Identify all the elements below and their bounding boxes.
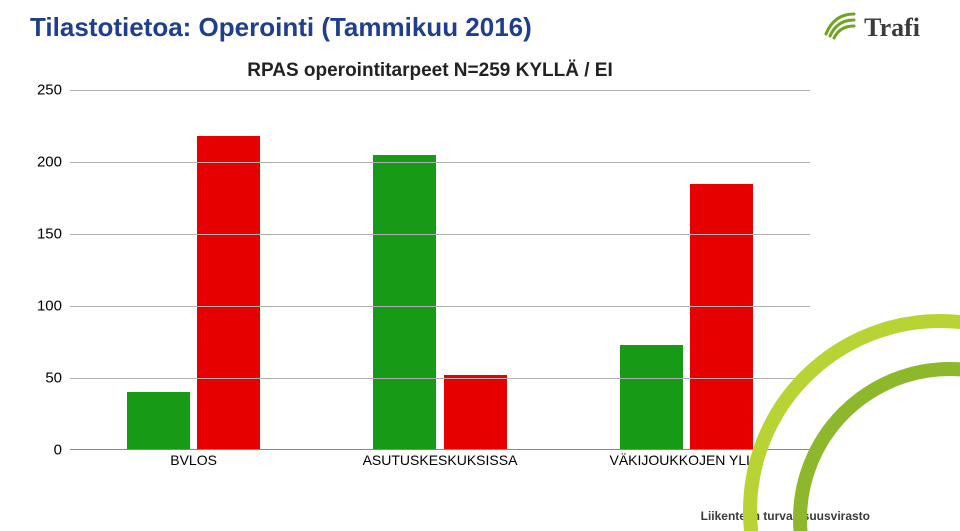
chart-x-label: BVLOS [170,452,217,468]
trafi-wave-icon [824,10,858,45]
chart-y-tick: 200 [22,154,62,171]
chart-gridline [70,378,810,379]
page-title: Tilastotietoa: Operointi (Tammikuu 2016) [30,12,532,43]
chart-y-tick: 250 [22,82,62,99]
chart-bar [127,392,190,450]
bar-chart: RPAS operointitarpeet N=259 KYLLÄ / EI 0… [30,60,830,480]
chart-x-label: VÄKIJOUKKOJEN YLLÄ [610,452,764,468]
chart-gridline [70,90,810,91]
chart-bars [70,90,810,450]
chart-x-axis [70,449,810,450]
chart-gridline [70,306,810,307]
chart-bar [620,345,683,450]
chart-y-tick: 100 [22,298,62,315]
slide: Tilastotietoa: Operointi (Tammikuu 2016)… [0,0,960,531]
chart-bar [444,375,507,450]
chart-bar [197,136,260,450]
chart-x-labels: BVLOS ASUTUSKESKUKSISSA VÄKIJOUKKOJEN YLLÄ [70,452,810,476]
chart-gridline [70,234,810,235]
chart-plot-area: 050100150200250 [70,90,810,450]
brand-name: Trafi [864,13,920,43]
chart-gridline [70,162,810,163]
chart-y-tick: 0 [22,442,62,459]
chart-y-tick: 150 [22,226,62,243]
chart-x-label: ASUTUSKESKUKSISSA [363,452,518,468]
chart-y-tick: 50 [22,370,62,387]
footer-text: Liikenteen turvallisuusvirasto [701,509,870,523]
chart-title: RPAS operointitarpeet N=259 KYLLÄ / EI [30,60,830,82]
chart-bar [373,155,436,450]
chart-bar [690,184,753,450]
brand-logo: Trafi [824,10,920,45]
